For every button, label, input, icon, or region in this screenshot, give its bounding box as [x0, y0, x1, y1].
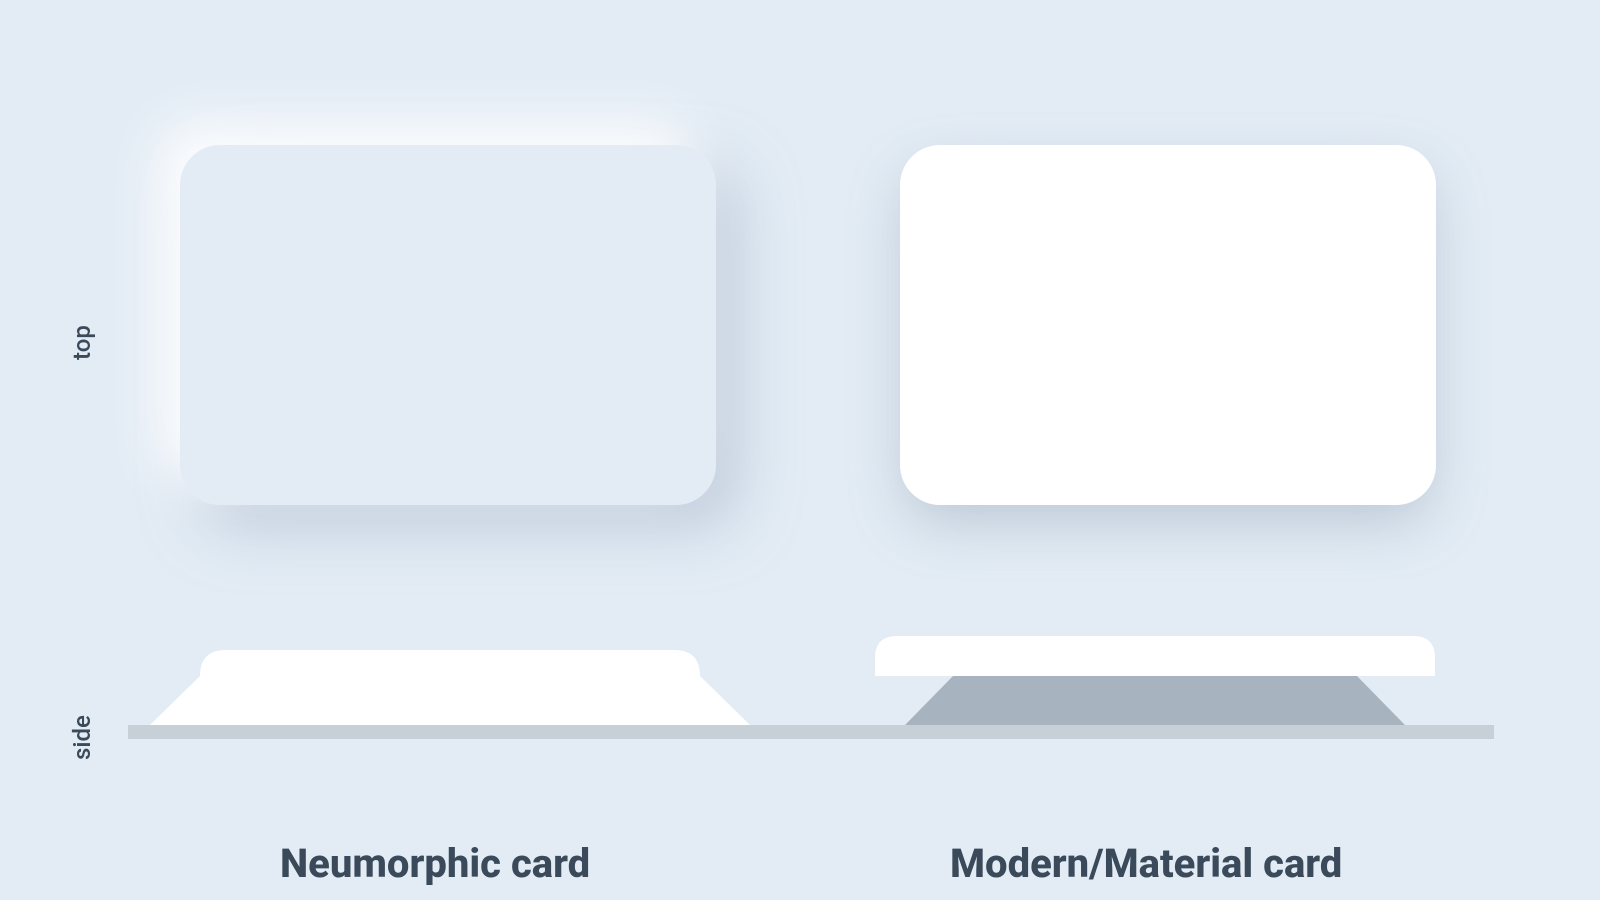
material-card-side-view	[875, 636, 1435, 725]
column-label-neumorphic: Neumorphic card	[280, 840, 590, 887]
neumorphic-card-side-view	[150, 650, 750, 725]
row-label-side: side	[68, 715, 96, 760]
material-card-top-view	[900, 145, 1436, 505]
column-label-material: Modern/Material card	[950, 840, 1342, 887]
row-label-top: top	[68, 325, 96, 360]
neumorphic-card-top-view	[180, 145, 716, 505]
comparison-diagram: top side Neumorphic card Modern/Material…	[0, 0, 1600, 900]
ground-baseline	[128, 725, 1494, 739]
